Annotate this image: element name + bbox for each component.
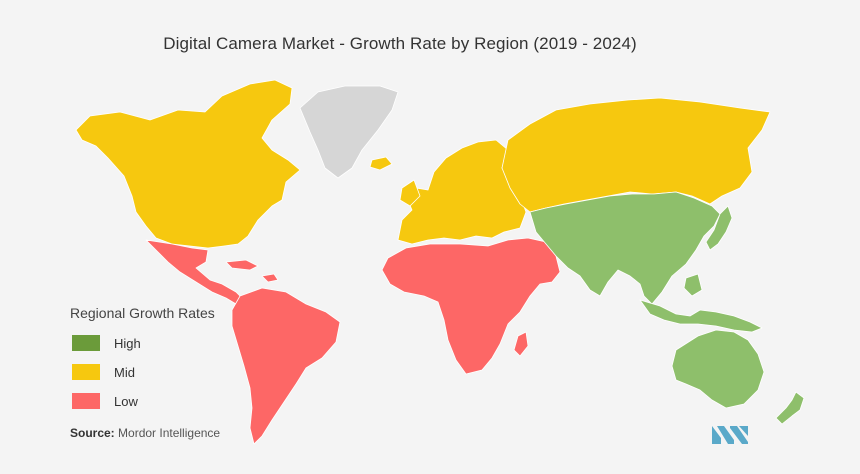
region-southeast-asia-islands (639, 273, 763, 333)
region-asia-pacific (529, 191, 721, 305)
region-madagascar (513, 331, 529, 357)
map-title: Digital Camera Market - Growth Rate by R… (163, 34, 637, 53)
region-caribbean (225, 259, 279, 283)
source-label: Source: (70, 426, 115, 440)
legend-label-mid: Mid (114, 364, 135, 380)
region-australia (671, 329, 765, 409)
region-new-zealand (775, 391, 805, 425)
mordor-intelligence-logo-icon (712, 426, 748, 444)
region-iceland (369, 156, 393, 171)
region-middle-east-africa (381, 237, 561, 375)
legend-swatch-mid (72, 364, 100, 380)
legend-label-high: High (114, 335, 141, 351)
region-south-america (231, 287, 341, 445)
legend-swatch-high (72, 335, 100, 351)
region-mexico-central-america (145, 239, 245, 305)
source-text: Mordor Intelligence (118, 426, 221, 440)
legend-item-mid: Mid (72, 364, 135, 380)
region-greenland (299, 85, 399, 179)
region-north-america (75, 79, 301, 249)
legend-item-high: High (72, 335, 141, 351)
region-uk (399, 179, 421, 207)
source-note: Source: Mordor Intelligence (70, 426, 220, 440)
legend-swatch-low (72, 393, 100, 409)
legend-title: Regional Growth Rates (70, 305, 215, 321)
region-japan (705, 205, 733, 251)
legend-item-low: Low (72, 393, 138, 409)
legend-label-low: Low (114, 393, 138, 409)
